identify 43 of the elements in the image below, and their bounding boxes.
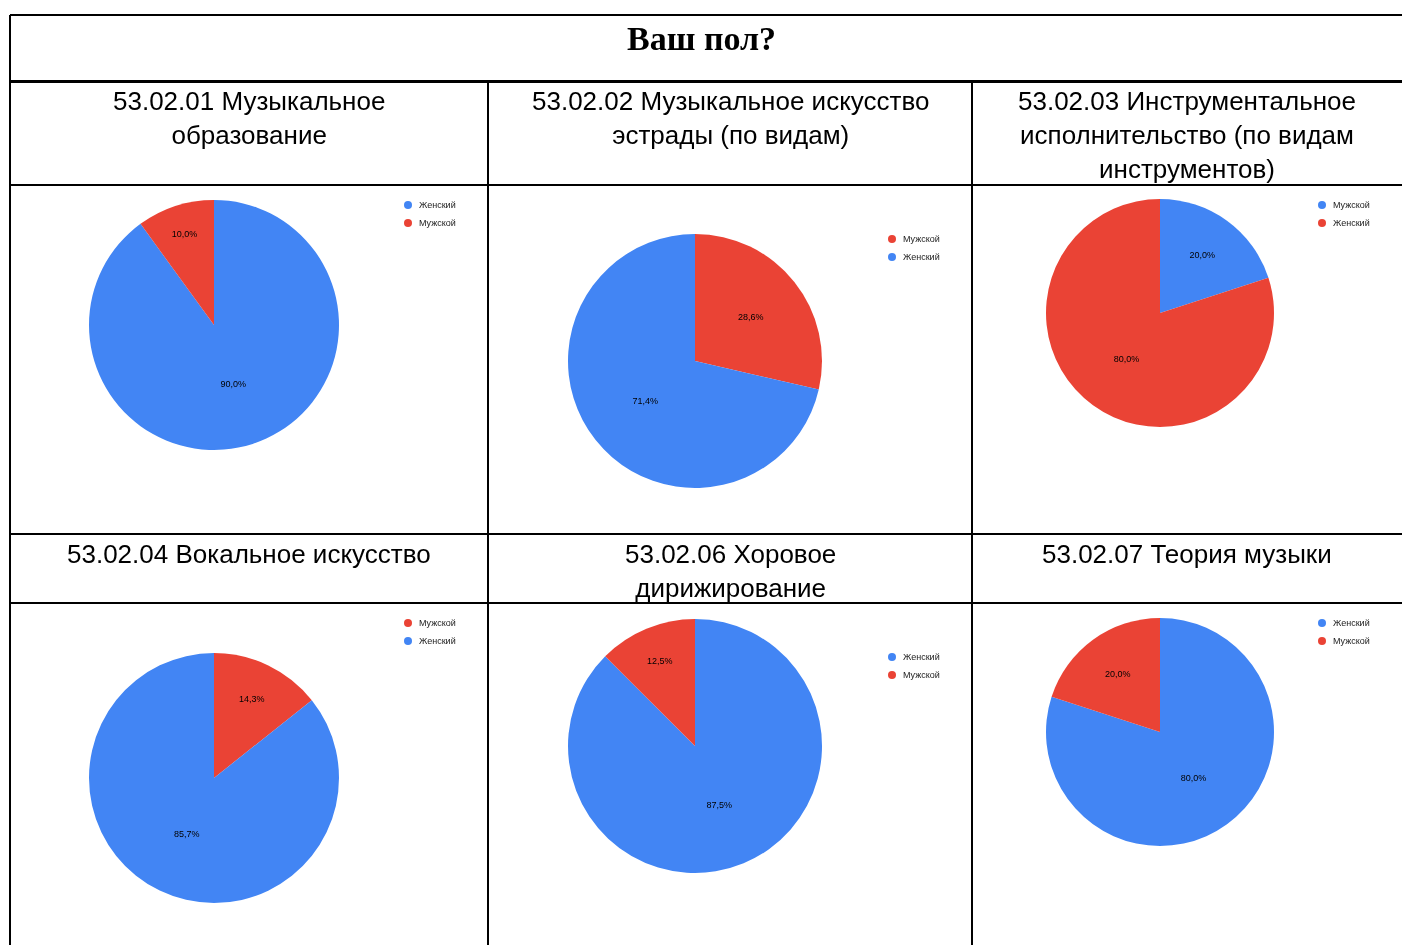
legend-label: Мужской xyxy=(1333,200,1370,210)
pie-slice xyxy=(568,619,822,873)
chart-title: 53.02.03 Инструментальное исполнительство (по видам инструментов) xyxy=(1018,86,1357,184)
legend-label: Мужской xyxy=(419,618,456,628)
data-label: 71,4% xyxy=(632,395,659,406)
data-label: 10,0% xyxy=(171,229,198,240)
legend-label: Мужской xyxy=(419,218,456,228)
pie-slice xyxy=(1046,199,1274,427)
chart-title: 53.02.02 Музыкальное искусство эстрады (по видам) xyxy=(532,86,930,150)
legend-label: Женский xyxy=(1333,218,1370,228)
legend-label: Мужской xyxy=(1333,636,1370,646)
legend-label: Женский xyxy=(903,252,940,262)
data-label: 80,0% xyxy=(1180,773,1207,784)
pie-slice xyxy=(89,200,339,450)
data-label: 20,0% xyxy=(1105,668,1131,679)
chart-title: 53.02.01 Музыкальное образование xyxy=(113,86,386,150)
legend-label: Мужской xyxy=(903,670,940,680)
chart-title: 53.02.04 Вокальное искусство xyxy=(67,539,431,569)
chart-title: 53.02.07 Теория музыки xyxy=(1042,539,1332,569)
data-label: 85,7% xyxy=(174,829,200,840)
chart-title: 53.02.06 Хоровое дирижирование xyxy=(625,539,837,603)
pie-slice xyxy=(1160,199,1269,313)
pie-slice xyxy=(89,653,339,903)
data-label: 14,3% xyxy=(239,694,265,705)
legend-label: Женский xyxy=(903,652,940,662)
pie-slice xyxy=(1046,618,1274,846)
data-label: 20,0% xyxy=(1189,249,1215,260)
legend-label: Женский xyxy=(419,200,456,210)
data-label: 87,5% xyxy=(706,799,733,810)
legend-label: Женский xyxy=(419,636,456,646)
pie-slice xyxy=(605,619,695,746)
data-label: 28,6% xyxy=(737,311,764,322)
pie-slice xyxy=(1051,618,1160,732)
legend-label: Мужской xyxy=(903,234,940,244)
text: Ваш пол? xyxy=(627,20,777,57)
pie-slice xyxy=(695,234,822,390)
pie-slice xyxy=(568,234,819,488)
data-label: 90,0% xyxy=(220,379,247,390)
pie-slice xyxy=(214,653,312,778)
pie-slice xyxy=(140,200,214,325)
data-label: 12,5% xyxy=(647,656,673,667)
legend-label: Женский xyxy=(1333,618,1370,628)
data-label: 80,0% xyxy=(1113,354,1140,365)
